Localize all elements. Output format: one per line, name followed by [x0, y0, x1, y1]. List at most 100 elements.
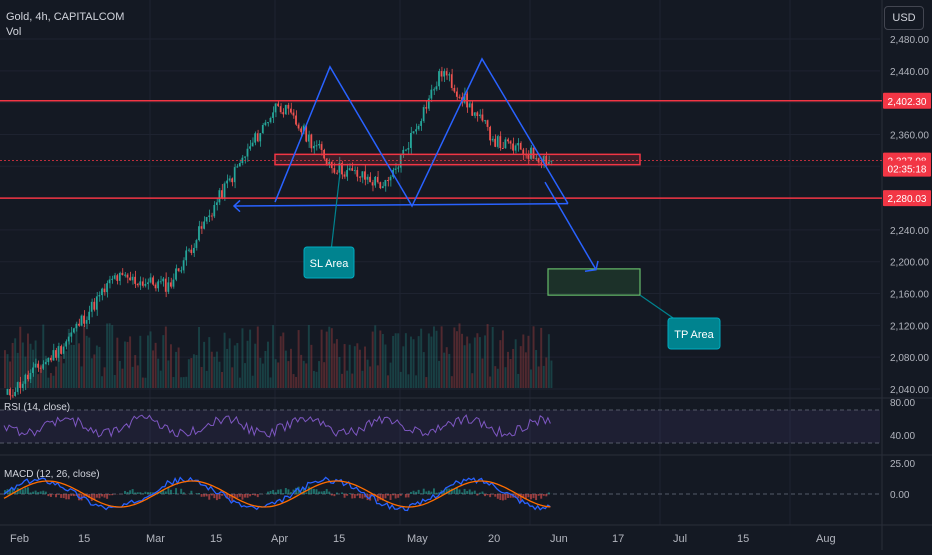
candle-body [313, 146, 315, 148]
macd-hist-bar [37, 492, 39, 494]
macd-hist-bar [410, 492, 412, 494]
volume-bar [517, 374, 519, 388]
volume-bar [323, 362, 325, 388]
volume-bar [150, 331, 152, 388]
volume-bar [374, 325, 376, 388]
candle-body [257, 133, 259, 141]
candle-body [471, 103, 473, 115]
candle-body [7, 389, 9, 395]
candle-body [469, 103, 471, 107]
volume-bar [453, 327, 455, 388]
currency-button[interactable]: USD [884, 6, 924, 30]
macd-hist-bar [328, 492, 330, 494]
rsi-tick-label: 80.00 [890, 398, 915, 409]
candle-body [359, 177, 361, 178]
volume-bar [369, 366, 371, 388]
volume-bar [75, 326, 77, 388]
candle-body [515, 145, 517, 150]
candle-body [208, 216, 210, 217]
macd-hist-bar [464, 489, 466, 494]
candle-body [428, 98, 430, 108]
candle-body [203, 221, 205, 228]
candle-body [336, 173, 338, 174]
candle-body [310, 135, 312, 149]
macd-hist-bar [533, 494, 535, 498]
volume-bar [407, 374, 409, 388]
candle-body [433, 89, 435, 90]
volume-bar [482, 358, 484, 388]
time-tick-label: 20 [488, 533, 500, 545]
macd-hist-bar [277, 490, 279, 494]
candle-body [9, 389, 11, 395]
macd-hist-bar [430, 492, 432, 494]
candle-body [152, 277, 154, 284]
candle-body [287, 105, 289, 109]
volume-bar [185, 377, 187, 388]
candle-body [60, 346, 62, 354]
candle-body [369, 177, 371, 182]
volume-bar [241, 328, 243, 388]
macd-hist-bar [239, 494, 241, 497]
candle-body [119, 273, 121, 281]
target-arrow [545, 182, 596, 270]
volume-bar [147, 335, 149, 388]
volume-bar [530, 369, 532, 388]
candle-body [410, 133, 412, 148]
candle-body [193, 248, 195, 253]
volume-bar [313, 371, 315, 388]
volume-bar [443, 353, 445, 388]
candle-body [173, 280, 175, 287]
volume-bar [456, 331, 458, 388]
volume-bar [226, 349, 228, 388]
volume-bar [382, 334, 384, 388]
sl-label: SL Area [310, 258, 350, 270]
candle-body [121, 273, 123, 275]
macd-hist-bar [257, 494, 259, 497]
volume-bar [104, 367, 106, 388]
grid [0, 0, 880, 525]
candle-body [354, 170, 356, 171]
volume-bar [211, 352, 213, 388]
volume-bar [12, 343, 14, 388]
volume-bar [73, 345, 75, 388]
candle-body [497, 136, 499, 147]
candle-body [344, 174, 346, 176]
candle-body [318, 144, 320, 145]
candle-body [285, 105, 287, 114]
candle-body [346, 170, 348, 177]
volume-bar [339, 357, 341, 388]
candle-body [293, 113, 295, 116]
volume-bar [471, 373, 473, 388]
volume-bar [451, 376, 453, 388]
tp-label: TP Area [674, 329, 714, 341]
candle-body [492, 139, 494, 141]
candle-body [494, 139, 496, 147]
volume-bar [142, 378, 144, 388]
volume-bar [280, 336, 282, 388]
volume-bar [379, 330, 381, 388]
volume-bar [198, 327, 200, 388]
candle-body [448, 74, 450, 75]
volume-bar [438, 361, 440, 388]
candle-body [374, 177, 376, 186]
candle-body [12, 395, 14, 396]
volume-bar [264, 351, 266, 388]
candle-body [333, 168, 335, 173]
volume-bar [515, 339, 517, 388]
volume-bar [208, 337, 210, 388]
volume-bar [114, 375, 116, 388]
macd-hist-bar [499, 494, 501, 500]
volume-bar [134, 355, 136, 388]
volume-bar [282, 333, 284, 388]
candle-body [349, 168, 351, 170]
volume-bar [423, 352, 425, 388]
macd-hist-bar [323, 491, 325, 494]
volume-bar [167, 360, 169, 388]
macd-hist-bar [60, 494, 62, 498]
volume-bar [489, 377, 491, 388]
candle-body [42, 364, 44, 368]
volume-bar [124, 342, 126, 388]
volume-bar [535, 350, 537, 388]
